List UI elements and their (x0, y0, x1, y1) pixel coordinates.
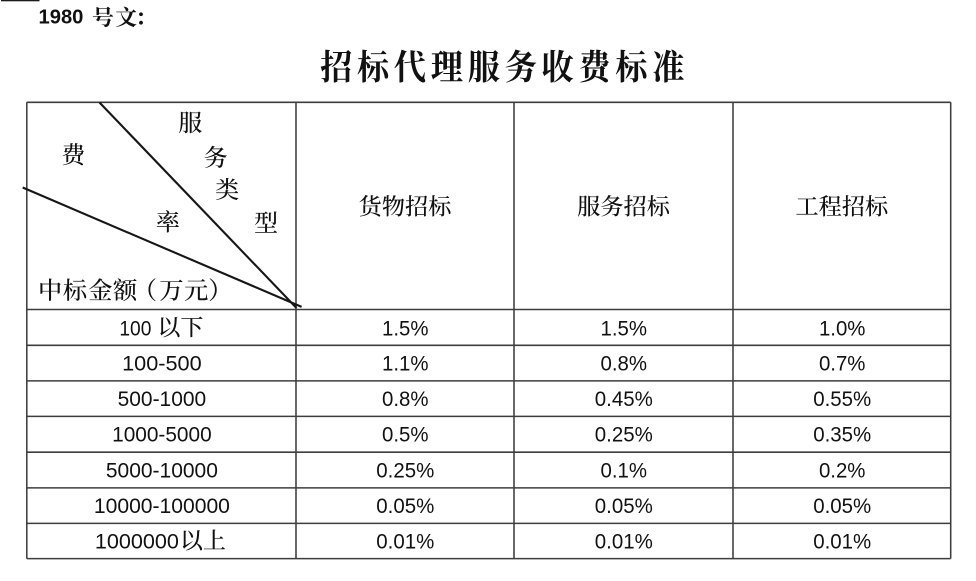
svg-text:1.5%: 1.5% (601, 317, 648, 341)
svg-text:0.5%: 0.5% (382, 423, 429, 447)
svg-text:1.5%: 1.5% (382, 317, 429, 341)
svg-text:1980: 1980 (39, 7, 84, 29)
svg-text:0.01%: 0.01% (376, 530, 434, 554)
svg-text:0.35%: 0.35% (813, 423, 871, 447)
svg-text:1000000: 1000000 (95, 530, 179, 554)
svg-text:0.05%: 0.05% (595, 494, 653, 518)
svg-text:0.8%: 0.8% (601, 352, 648, 376)
svg-text:500-1000: 500-1000 (118, 387, 207, 411)
svg-text:100: 100 (119, 317, 151, 341)
svg-text:100-500: 100-500 (122, 352, 202, 376)
svg-text:0.05%: 0.05% (813, 494, 871, 518)
svg-text:0.25%: 0.25% (595, 423, 653, 447)
svg-text:0.45%: 0.45% (595, 387, 653, 411)
svg-text:0.55%: 0.55% (813, 387, 871, 411)
svg-text:0.1%: 0.1% (601, 458, 648, 482)
svg-text:5000-10000: 5000-10000 (106, 458, 218, 482)
svg-text:1000-5000: 1000-5000 (112, 423, 212, 447)
svg-text:0.05%: 0.05% (376, 494, 434, 518)
svg-text:1.0%: 1.0% (819, 317, 866, 341)
svg-text:0.25%: 0.25% (376, 458, 434, 482)
svg-text:0.01%: 0.01% (813, 530, 871, 554)
svg-text:0.2%: 0.2% (819, 458, 866, 482)
svg-text:10000-100000: 10000-100000 (94, 494, 230, 518)
svg-text:0.8%: 0.8% (382, 387, 429, 411)
svg-text:1.1%: 1.1% (382, 352, 429, 376)
svg-text:0.01%: 0.01% (595, 530, 653, 554)
svg-text:0.7%: 0.7% (819, 352, 866, 376)
